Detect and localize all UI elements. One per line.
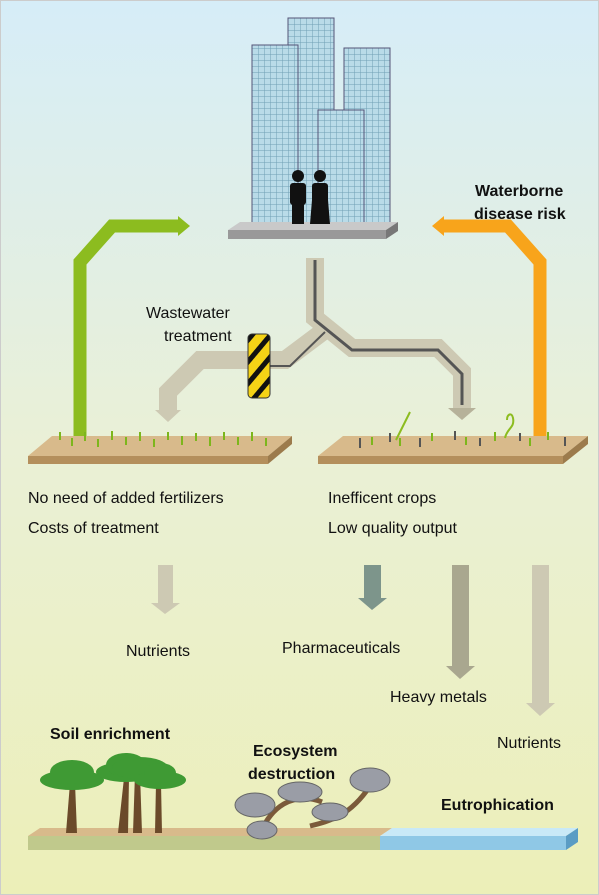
outcome-label: Ecosystem bbox=[253, 743, 338, 760]
field-note: Inefficent crops bbox=[328, 490, 436, 507]
risk-label: Waterborne bbox=[475, 183, 563, 200]
treatment-label: treatment bbox=[164, 328, 232, 345]
flow-label: Pharmaceuticals bbox=[282, 640, 400, 657]
field-note: No need of added fertilizers bbox=[28, 490, 224, 507]
ground bbox=[28, 828, 578, 850]
treatment-unit bbox=[248, 334, 270, 398]
flow-label: Heavy metals bbox=[390, 689, 487, 706]
flow-label: Nutrients bbox=[497, 735, 561, 752]
diagram: Waterborne disease risk Wastewater treat… bbox=[0, 0, 599, 895]
outcome-label: destruction bbox=[248, 766, 335, 783]
field-note: Low quality output bbox=[328, 520, 458, 537]
page: {"city": {"risk_label": ["Waterborne", "… bbox=[0, 0, 599, 895]
field-note: Costs of treatment bbox=[28, 520, 159, 537]
outcome-label: Eutrophication bbox=[441, 797, 554, 814]
risk-label: disease risk bbox=[474, 206, 566, 223]
outcome-label: Soil enrichment bbox=[50, 726, 171, 743]
flow-label: Nutrients bbox=[126, 643, 190, 660]
city bbox=[228, 18, 398, 239]
treatment-label: Wastewater bbox=[146, 305, 231, 322]
